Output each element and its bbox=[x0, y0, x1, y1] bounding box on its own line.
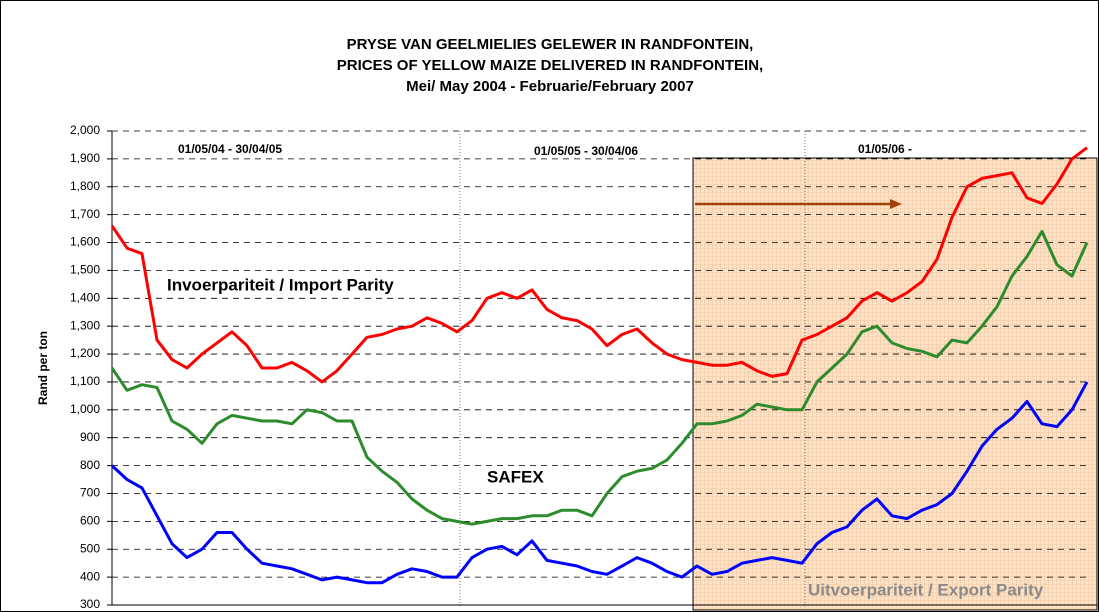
y-tick-label: 700 bbox=[80, 486, 100, 500]
y-tick-label: 1,000 bbox=[70, 402, 100, 416]
chart-title: PRYSE VAN GEELMIELIES GELEWER IN RANDFON… bbox=[347, 36, 754, 53]
y-tick-label: 600 bbox=[80, 514, 100, 528]
y-tick-label: 1,200 bbox=[70, 346, 100, 360]
annotation: Invoerpariteit / Import Parity bbox=[167, 275, 394, 294]
y-axis-label: Rand per ton bbox=[36, 331, 50, 405]
y-tick-label: 500 bbox=[80, 541, 100, 555]
annotation: SAFEX bbox=[487, 467, 544, 486]
y-tick-label: 1,900 bbox=[70, 151, 100, 165]
period-label: 01/05/04 - 30/04/05 bbox=[178, 142, 282, 156]
series-line bbox=[110, 229, 1089, 526]
annotation: Uitvoerpariteit / Export Parity bbox=[808, 580, 1044, 599]
y-tick-label: 900 bbox=[80, 430, 100, 444]
series-line bbox=[110, 146, 1088, 384]
y-tick-label: 1,600 bbox=[70, 235, 100, 249]
y-tick-label: 1,300 bbox=[70, 318, 100, 332]
arrow-head bbox=[890, 199, 902, 209]
y-tick-label: 400 bbox=[80, 569, 100, 583]
chart-title: PRICES OF YELLOW MAIZE DELIVERED IN RAND… bbox=[337, 57, 763, 74]
y-tick-label: 1,800 bbox=[70, 179, 100, 193]
export-period-box bbox=[692, 157, 1098, 611]
period-label: 01/05/06 - bbox=[858, 142, 912, 156]
y-tick-label: 1,400 bbox=[70, 290, 100, 304]
y-tick-label: 1,700 bbox=[70, 207, 100, 221]
y-tick-label: 300 bbox=[80, 597, 100, 611]
y-tick-label: 1,500 bbox=[70, 263, 100, 277]
y-tick-label: 1,100 bbox=[70, 374, 100, 388]
series-line bbox=[110, 381, 1089, 585]
period-label: 01/05/05 - 30/04/06 bbox=[534, 144, 638, 158]
y-tick-label: 800 bbox=[80, 458, 100, 472]
chart-title: Mei/ May 2004 - Februarie/February 2007 bbox=[406, 78, 694, 95]
y-tick-label: 2,000 bbox=[70, 123, 100, 137]
